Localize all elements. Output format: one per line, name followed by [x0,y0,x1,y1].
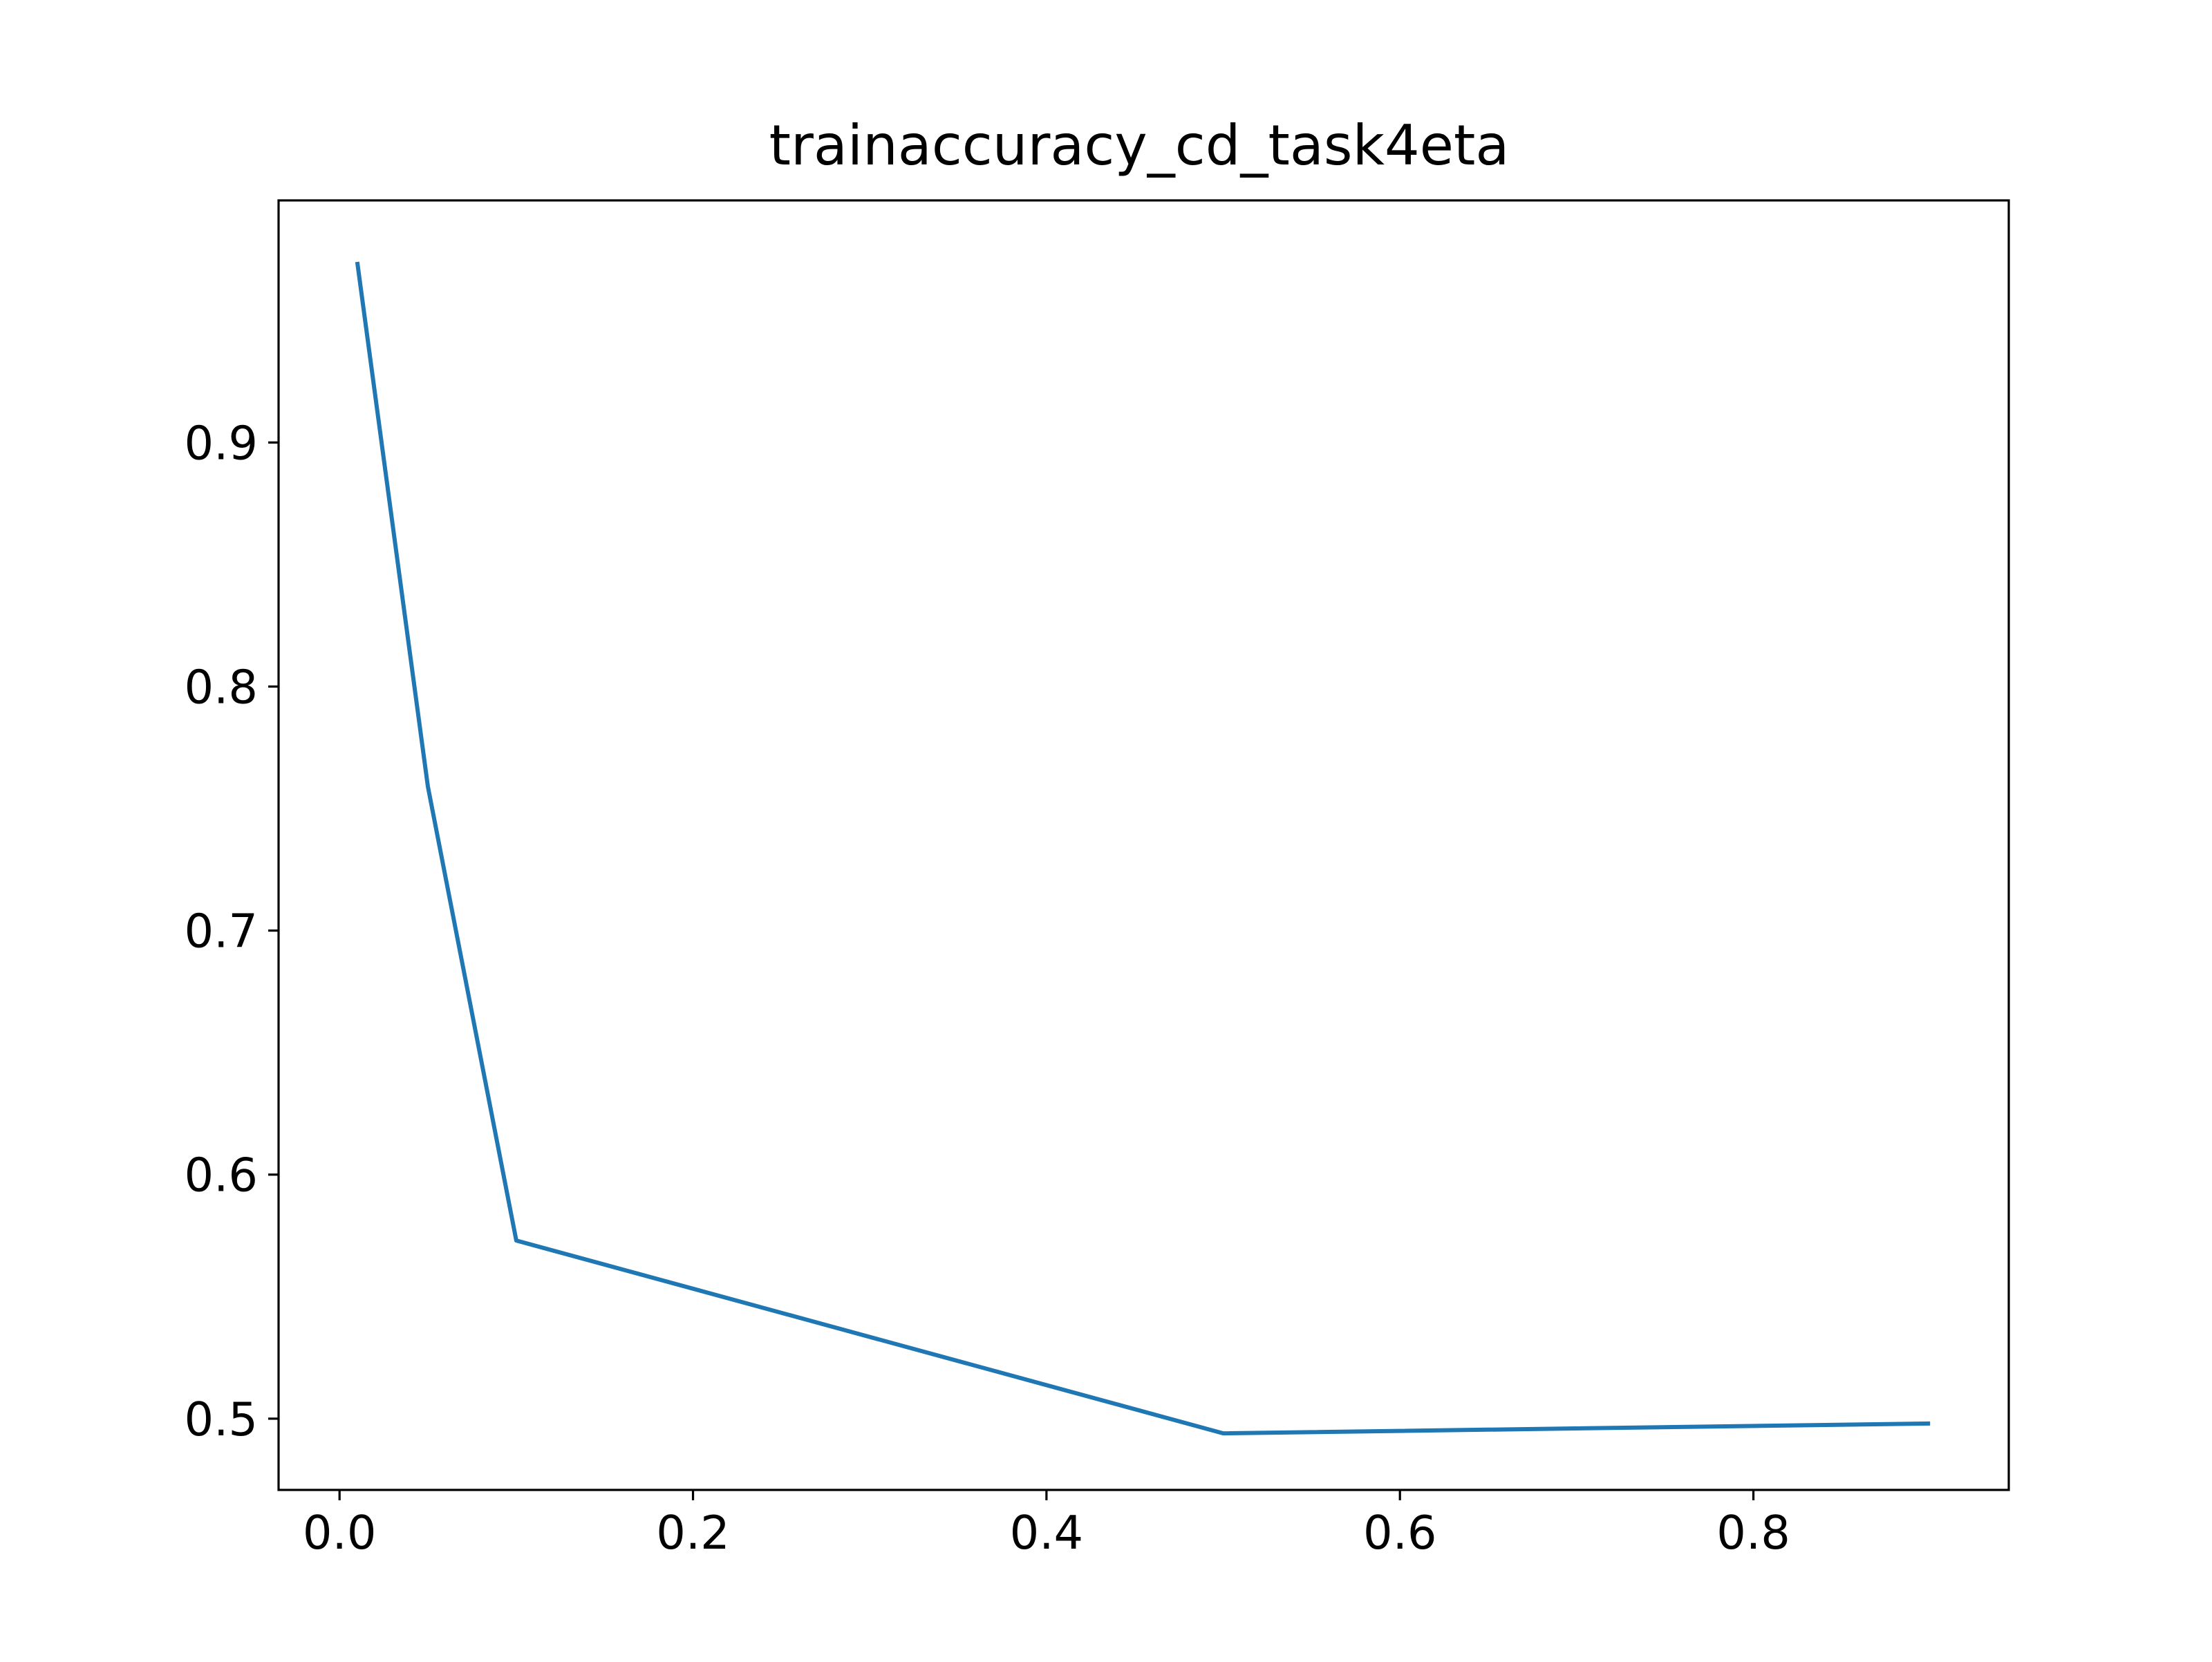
x-tick-label: 0.4 [1010,1506,1084,1560]
y-tick-label: 0.5 [184,1392,258,1446]
x-tick-label: 0.0 [303,1506,377,1560]
y-tick-label: 0.7 [184,905,258,959]
x-tick-label: 0.6 [1363,1506,1437,1560]
y-tick-label: 0.6 [184,1149,258,1202]
y-tick-label: 0.9 [184,416,258,470]
x-tick-label: 0.2 [656,1506,730,1560]
plot-area-frame [277,199,2010,1491]
y-tick-label: 0.8 [184,660,258,714]
x-tick-label: 0.8 [1716,1506,1790,1560]
x-axis: 0.0 0.2 0.4 0.6 0.8 [303,1490,1790,1560]
series-layer [355,261,1931,1436]
y-axis: 0.5 0.6 0.7 0.8 0.9 [184,416,279,1446]
chart-title: trainaccuracy_cd_task4eta [769,113,1510,178]
series-line [355,261,1931,1436]
